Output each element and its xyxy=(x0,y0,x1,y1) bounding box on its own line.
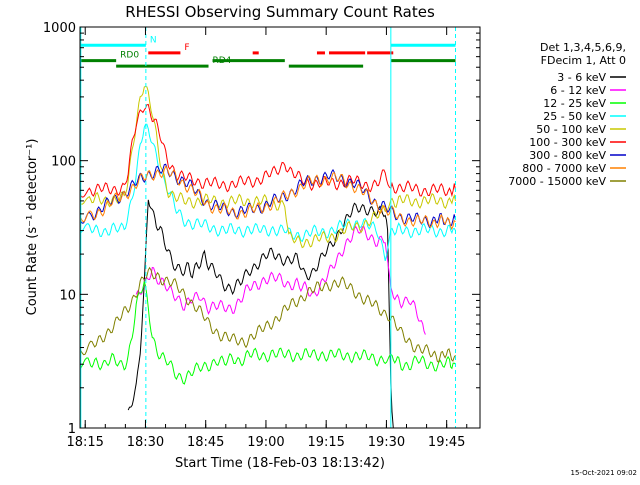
flag-label-rd0: RD0 xyxy=(120,51,139,61)
legend-header-line-1: Det 1,3,4,5,6,9, xyxy=(540,41,626,54)
legend-label-7000-15000-kev: 7000 - 15000 keV xyxy=(508,175,606,188)
flag-bars: N F RD0 RD4 xyxy=(80,35,456,68)
series-line-12-25-kev xyxy=(80,281,456,385)
legend-label-6-12-kev: 6 - 12 keV xyxy=(550,84,606,97)
time-markers xyxy=(80,27,457,428)
y-tick-label-1: 1 xyxy=(68,422,76,437)
x-axis-ticks: 18:15 18:30 18:45 19:00 19:15 19:30 19:45 xyxy=(66,27,468,450)
plot-frame xyxy=(79,26,481,429)
legend-label-100-300-kev: 100 - 300 keV xyxy=(529,136,606,149)
legend-label-25-50-kev: 25 - 50 keV xyxy=(543,110,606,123)
series-line-25-50-kev xyxy=(80,123,456,262)
series-line-100-300-kev xyxy=(80,103,456,198)
series-line-6-12-kev xyxy=(135,225,426,335)
series-line-7000-15000-kev xyxy=(80,266,456,364)
x-axis-label: Start Time (18-Feb-03 18:13:42) xyxy=(175,456,385,471)
series-line-3-6-kev xyxy=(127,199,394,429)
y-axis-label: Count Rate (s⁻¹ detector⁻¹) xyxy=(25,139,40,316)
plot-area xyxy=(80,85,456,429)
x-tick-label-18-45: 18:45 xyxy=(187,435,224,450)
legend-label-50-100-kev: 50 - 100 keV xyxy=(536,123,606,136)
series-line-800-7000-kev xyxy=(80,165,456,231)
y-axis-ticks: 1 10 100 1000 xyxy=(43,21,480,437)
flag-label-n: N xyxy=(150,35,157,45)
x-tick-label-18-30: 18:30 xyxy=(127,435,164,450)
legend-label-800-7000-kev: 800 - 7000 keV xyxy=(522,162,606,175)
y-tick-label-1000: 1000 xyxy=(43,21,76,36)
flag-label-f: F xyxy=(184,43,189,53)
legend-header-line-2: FDecim 1, Att 0 xyxy=(541,54,626,67)
flag-label-rd4: RD4 xyxy=(213,56,232,66)
x-tick-label-18-15: 18:15 xyxy=(66,435,103,450)
y-tick-label-10: 10 xyxy=(59,288,76,303)
legend-label-12-25-kev: 12 - 25 keV xyxy=(543,97,606,110)
y-tick-label-100: 100 xyxy=(51,155,76,170)
legend-label-3-6-kev: 3 - 6 keV xyxy=(557,71,606,84)
x-tick-label-19-00: 19:00 xyxy=(247,435,284,450)
x-tick-label-19-45: 19:45 xyxy=(428,435,465,450)
footer-timestamp: 15-Oct-2021 09:02 xyxy=(571,469,637,477)
series-line-300-800-kev xyxy=(80,163,456,229)
legend-label-300-800-kev: 300 - 800 keV xyxy=(529,149,606,162)
chart-title: RHESSI Observing Summary Count Rates xyxy=(125,3,435,21)
x-tick-label-19-15: 19:15 xyxy=(307,435,344,450)
x-tick-label-19-30: 19:30 xyxy=(368,435,405,450)
legend: Det 1,3,4,5,6,9, FDecim 1, Att 0 3 - 6 k… xyxy=(508,41,626,188)
